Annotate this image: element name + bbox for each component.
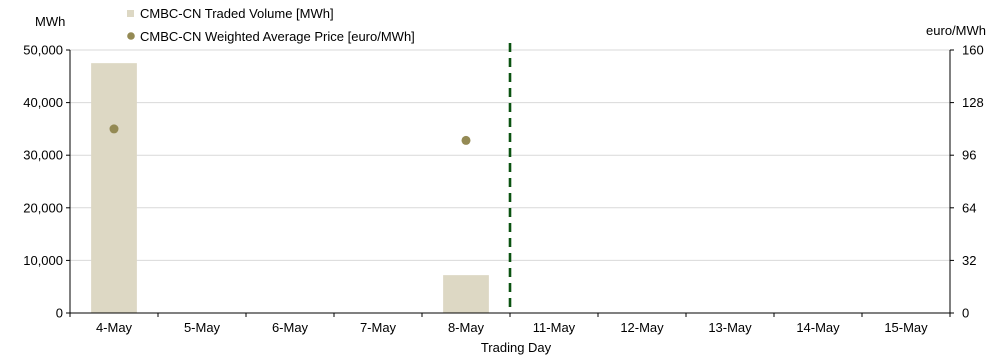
- right-axis-tick-label: 0: [962, 306, 969, 321]
- x-axis-tick-label: 6-May: [272, 320, 309, 335]
- right-axis-tick-label: 160: [962, 43, 984, 58]
- x-axis-tick-label: 5-May: [184, 320, 221, 335]
- x-axis-tick-label: 14-May: [796, 320, 840, 335]
- left-axis-tick-label: 40,000: [23, 95, 63, 110]
- right-axis-tick-label: 128: [962, 95, 984, 110]
- x-axis-tick-label: 15-May: [884, 320, 928, 335]
- right-axis-unit-label: euro/MWh: [926, 23, 986, 38]
- left-axis-tick-label: 20,000: [23, 200, 63, 215]
- x-axis-tick-label: 7-May: [360, 320, 397, 335]
- x-axis-tick-label: 12-May: [620, 320, 664, 335]
- x-axis-tick-label: 8-May: [448, 320, 485, 335]
- point-price-4-May: [109, 124, 119, 134]
- left-axis-tick-label: 10,000: [23, 253, 63, 268]
- x-axis-tick-label: 11-May: [533, 320, 576, 335]
- left-axis-tick-label: 0: [56, 306, 63, 321]
- right-axis-tick-label: 32: [962, 253, 976, 268]
- price-points: [109, 124, 471, 145]
- legend-label-price: CMBC-CN Weighted Average Price [euro/MWh…: [140, 29, 415, 44]
- right-axis-tick-label: 64: [962, 200, 976, 215]
- legend-swatch-volume: [127, 10, 134, 17]
- left-axis-unit-label: MWh: [35, 14, 65, 29]
- bar-volume-8-May: [443, 275, 489, 313]
- x-axis-tick-label: 4-May: [96, 320, 133, 335]
- point-price-8-May: [461, 135, 471, 145]
- x-axis-title: Trading Day: [481, 340, 552, 355]
- axes: 0 10,000 20,000 30,000 40,000 50,000 0 32 64 96 12…: [23, 43, 983, 336]
- left-axis-tick-label: 50,000: [23, 43, 63, 58]
- bar-volume-4-May: [91, 63, 137, 314]
- legend: CMBC-CN Traded Volume [MWh] CMBC-CN Weig…: [127, 6, 415, 44]
- left-axis-tick-label: 30,000: [23, 148, 63, 163]
- legend-label-volume: CMBC-CN Traded Volume [MWh]: [140, 6, 334, 21]
- x-axis-tick-label: 13-May: [708, 320, 752, 335]
- legend-swatch-price: [127, 32, 135, 40]
- right-axis-tick-label: 96: [962, 148, 976, 163]
- bars: [91, 63, 489, 314]
